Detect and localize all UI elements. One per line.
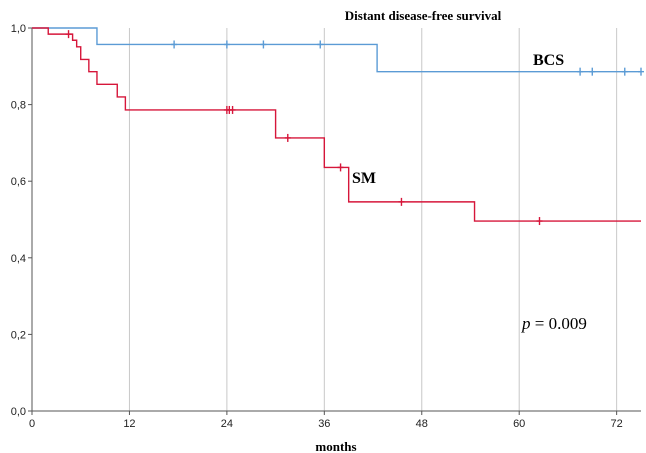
x-tick-label: 12 bbox=[123, 418, 135, 430]
series-line-sm bbox=[32, 27, 641, 222]
y-tick-label: 0,0 bbox=[11, 406, 26, 418]
x-tick-label: 48 bbox=[416, 418, 428, 430]
y-tick-label: 0,6 bbox=[11, 176, 26, 188]
x-tick-label: 60 bbox=[513, 418, 525, 430]
series-line-bcs bbox=[32, 27, 641, 73]
series-label-bcs: BCS bbox=[533, 52, 564, 69]
y-tick-label: 0,8 bbox=[11, 100, 26, 112]
p-symbol: p bbox=[521, 314, 531, 333]
p-value-text: = 0.009 bbox=[531, 314, 587, 333]
chart-title: Distant disease-free survival bbox=[345, 8, 502, 23]
y-tick-label: 1,0 bbox=[11, 23, 26, 35]
ticks-layer: 0,0 0,2 0,4 0,6 0,8 1,0 0 12 24 36 48 60 72 bbox=[11, 23, 623, 430]
x-tick-label: 36 bbox=[318, 418, 330, 430]
p-value-annotation: p = 0.009 bbox=[521, 314, 587, 333]
x-axis-label: months bbox=[315, 439, 356, 453]
x-tick-label: 24 bbox=[221, 418, 233, 430]
x-tick-label: 0 bbox=[29, 418, 35, 430]
axes-layer bbox=[31, 28, 641, 412]
series-label-sm: SM bbox=[352, 170, 376, 187]
series-layer bbox=[32, 27, 644, 226]
y-tick-label: 0,4 bbox=[11, 253, 26, 265]
x-tick-label: 72 bbox=[611, 418, 623, 430]
grid-layer bbox=[128, 28, 618, 411]
y-tick-label: 0,2 bbox=[11, 329, 26, 341]
